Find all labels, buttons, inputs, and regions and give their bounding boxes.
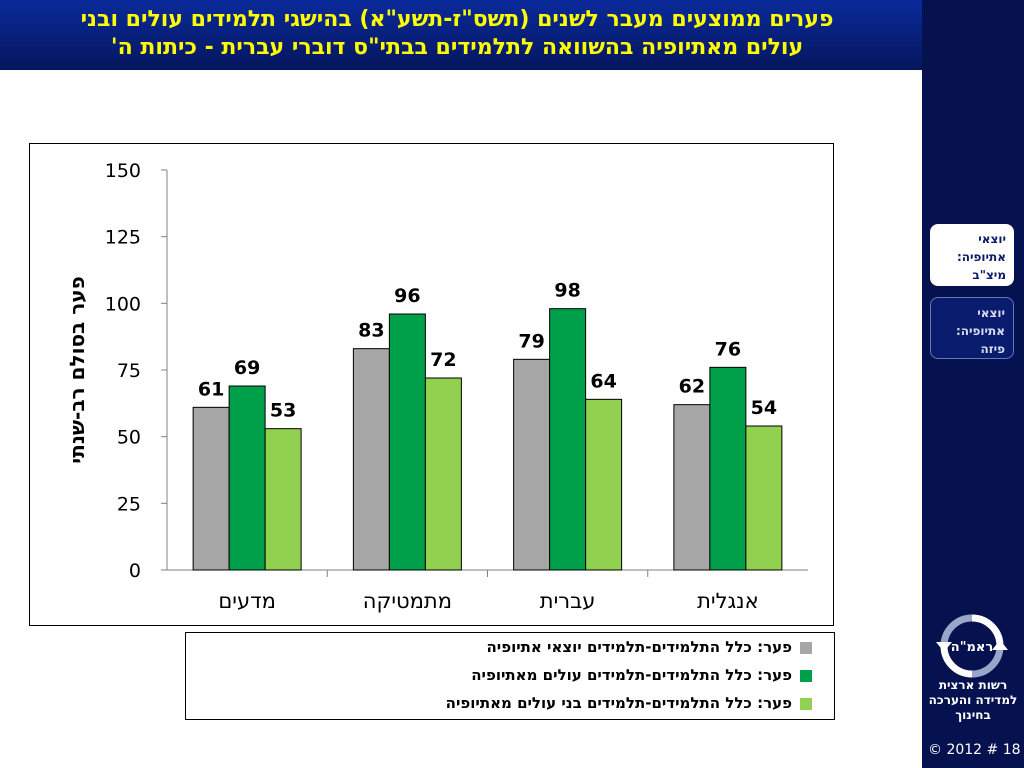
title-bar: פערים ממוצעים מעבר לשנים (תשס"ז-תשע"א) ב… [0,0,922,70]
y-tick-label: 0 [129,560,141,582]
legend-swatch-green [800,669,812,682]
organization-name: רשות ארצית למדידה והערכה בחינוך [928,678,1018,722]
slide-footer: © 2012 # 18 [928,742,1021,758]
chart-legend: פער: כלל התלמידים-תלמידים יוצאי אתיופיה … [185,632,835,720]
x-tick-label: עברית [540,589,596,613]
bar [388,313,426,571]
legend-label: פער: כלל התלמידים-תלמידים עולים מאתיופיה [471,666,792,684]
bar [585,398,623,571]
data-label: 64 [590,370,616,392]
y-tick-label: 75 [117,360,141,382]
legend-label: פער: כלל התלמידים-תלמידים בני עולים מאתי… [445,694,792,712]
bar [192,406,230,571]
data-label: 54 [751,397,777,419]
bar [673,404,711,571]
bar [264,428,302,571]
sidebar-item-pisa[interactable]: יוצאי אתיופיה: פיזה [930,297,1014,359]
data-label: 83 [358,320,384,342]
bar [513,358,551,571]
legend-item-immigrants: פער: כלל התלמידים-תלמידים עולים מאתיופיה [196,663,812,687]
y-tick-label: 50 [117,427,141,449]
bar [709,366,747,571]
rama-logo-icon: ראמ"ה [936,614,1008,678]
legend-swatch-gray [800,641,812,654]
bar [228,385,266,571]
data-label: 79 [518,330,544,352]
data-label: 62 [679,376,705,398]
y-tick-label: 150 [105,160,141,182]
bar-chart: 0 25 50 75 100 125 150 פער בסולם רב-שנתי 62 76 54 א… [65,160,808,613]
legend-item-children-of-immigrants: פער: כלל התלמידים-תלמידים בני עולים מאתי… [196,691,812,715]
y-axis-title: פער בסולם רב-שנתי [65,276,89,463]
x-tick-label: מדעים [218,589,276,613]
legend-label: פער: כלל התלמידים-תלמידים יוצאי אתיופיה [486,638,792,656]
y-tick-label: 25 [117,493,141,515]
sidebar: יוצאי אתיופיה: מיצ"ב יוצאי אתיופיה: פיזה… [922,0,1024,768]
data-label: 61 [198,378,224,400]
x-tick-label: אנגלית [697,589,759,613]
legend-swatch-light-green [800,697,812,710]
data-label: 98 [554,280,580,302]
data-label: 72 [430,349,456,371]
x-tick-label: מתמטיקה [363,589,452,613]
bar [352,348,390,571]
y-tick-label: 100 [105,293,141,315]
bar [745,425,783,571]
bar [549,308,587,571]
data-label: 96 [394,285,420,307]
bar [424,377,462,571]
legend-item-ethiopian-origin: פער: כלל התלמידים-תלמידים יוצאי אתיופיה [196,635,812,659]
data-label: 53 [270,400,296,422]
data-label: 69 [234,357,260,379]
chart-area: 0 25 50 75 100 125 150 פער בסולם רב-שנתי 62 76 54 א… [29,143,834,626]
sidebar-item-meitzav[interactable]: יוצאי אתיופיה: מיצ"ב [930,224,1014,286]
data-label: 76 [715,338,741,360]
logo-text: ראמ"ה [951,640,993,655]
page-title-line-1: פערים ממוצעים מעבר לשנים (תשס"ז-תשע"א) ב… [80,7,834,32]
page-title-line-2: עולים מאתיופיה בהשוואה לתלמידים בבתי"ס ד… [110,35,804,60]
y-tick-label: 125 [105,227,141,249]
